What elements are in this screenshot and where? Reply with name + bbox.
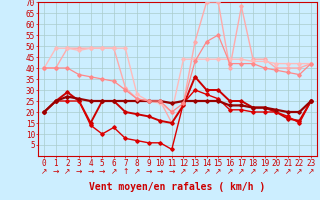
X-axis label: Vent moyen/en rafales ( km/h ): Vent moyen/en rafales ( km/h ) [90, 182, 266, 192]
